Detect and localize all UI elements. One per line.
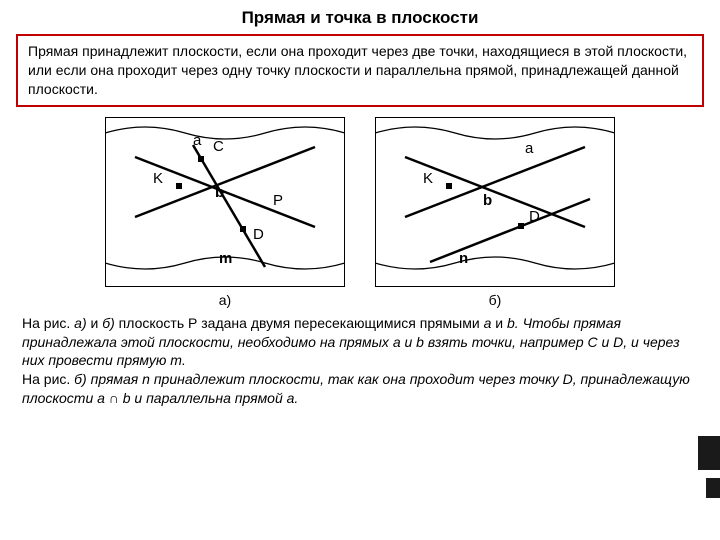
t-p1h: b. <box>507 315 523 331</box>
diagrams-row: a C K b P D m а) a K b <box>0 117 720 308</box>
diagram-a-wrap: a C K b P D m а) <box>105 117 345 308</box>
label-a-m: m <box>219 250 232 267</box>
label-b-n: n <box>459 250 468 267</box>
t-p1d: б) <box>102 315 115 331</box>
t-p1c: и <box>87 315 103 331</box>
diagram-b: a K b D n <box>375 117 615 287</box>
t-p1g: и <box>491 315 507 331</box>
label-a-a: a <box>193 132 202 149</box>
caption-b: б) <box>375 292 615 308</box>
label-b-a: a <box>525 140 534 157</box>
t-p2a: На рис. <box>22 371 74 387</box>
t-p1b: а) <box>74 315 86 331</box>
decorative-edge-2 <box>706 478 720 498</box>
caption-a: а) <box>105 292 345 308</box>
t-p2c: прямая n принадлежит плоскости, так как … <box>22 371 690 406</box>
explanation: На рис. а) и б) плоскость Р задана двумя… <box>22 314 698 408</box>
label-b-D: D <box>529 208 540 225</box>
label-b-b: b <box>483 192 492 209</box>
definition-box: Прямая принадлежит плоскости, если она п… <box>16 34 704 107</box>
label-a-K: K <box>153 170 163 187</box>
label-a-b: b <box>215 184 224 201</box>
label-a-D: D <box>253 226 264 243</box>
decorative-edge <box>698 436 720 470</box>
t-p2b: б) <box>74 371 87 387</box>
t-p1a: На рис. <box>22 315 74 331</box>
diagram-a: a C K b P D m <box>105 117 345 287</box>
label-b-K: K <box>423 170 433 187</box>
label-a-P: P <box>273 192 283 209</box>
label-a-C: C <box>213 138 224 155</box>
page-title: Прямая и точка в плоскости <box>0 0 720 34</box>
definition-text: Прямая принадлежит плоскости, если она п… <box>28 43 687 97</box>
t-p1e: плоскость Р задана двумя пересекающимися… <box>115 315 484 331</box>
diagram-b-wrap: a K b D n б) <box>375 117 615 308</box>
